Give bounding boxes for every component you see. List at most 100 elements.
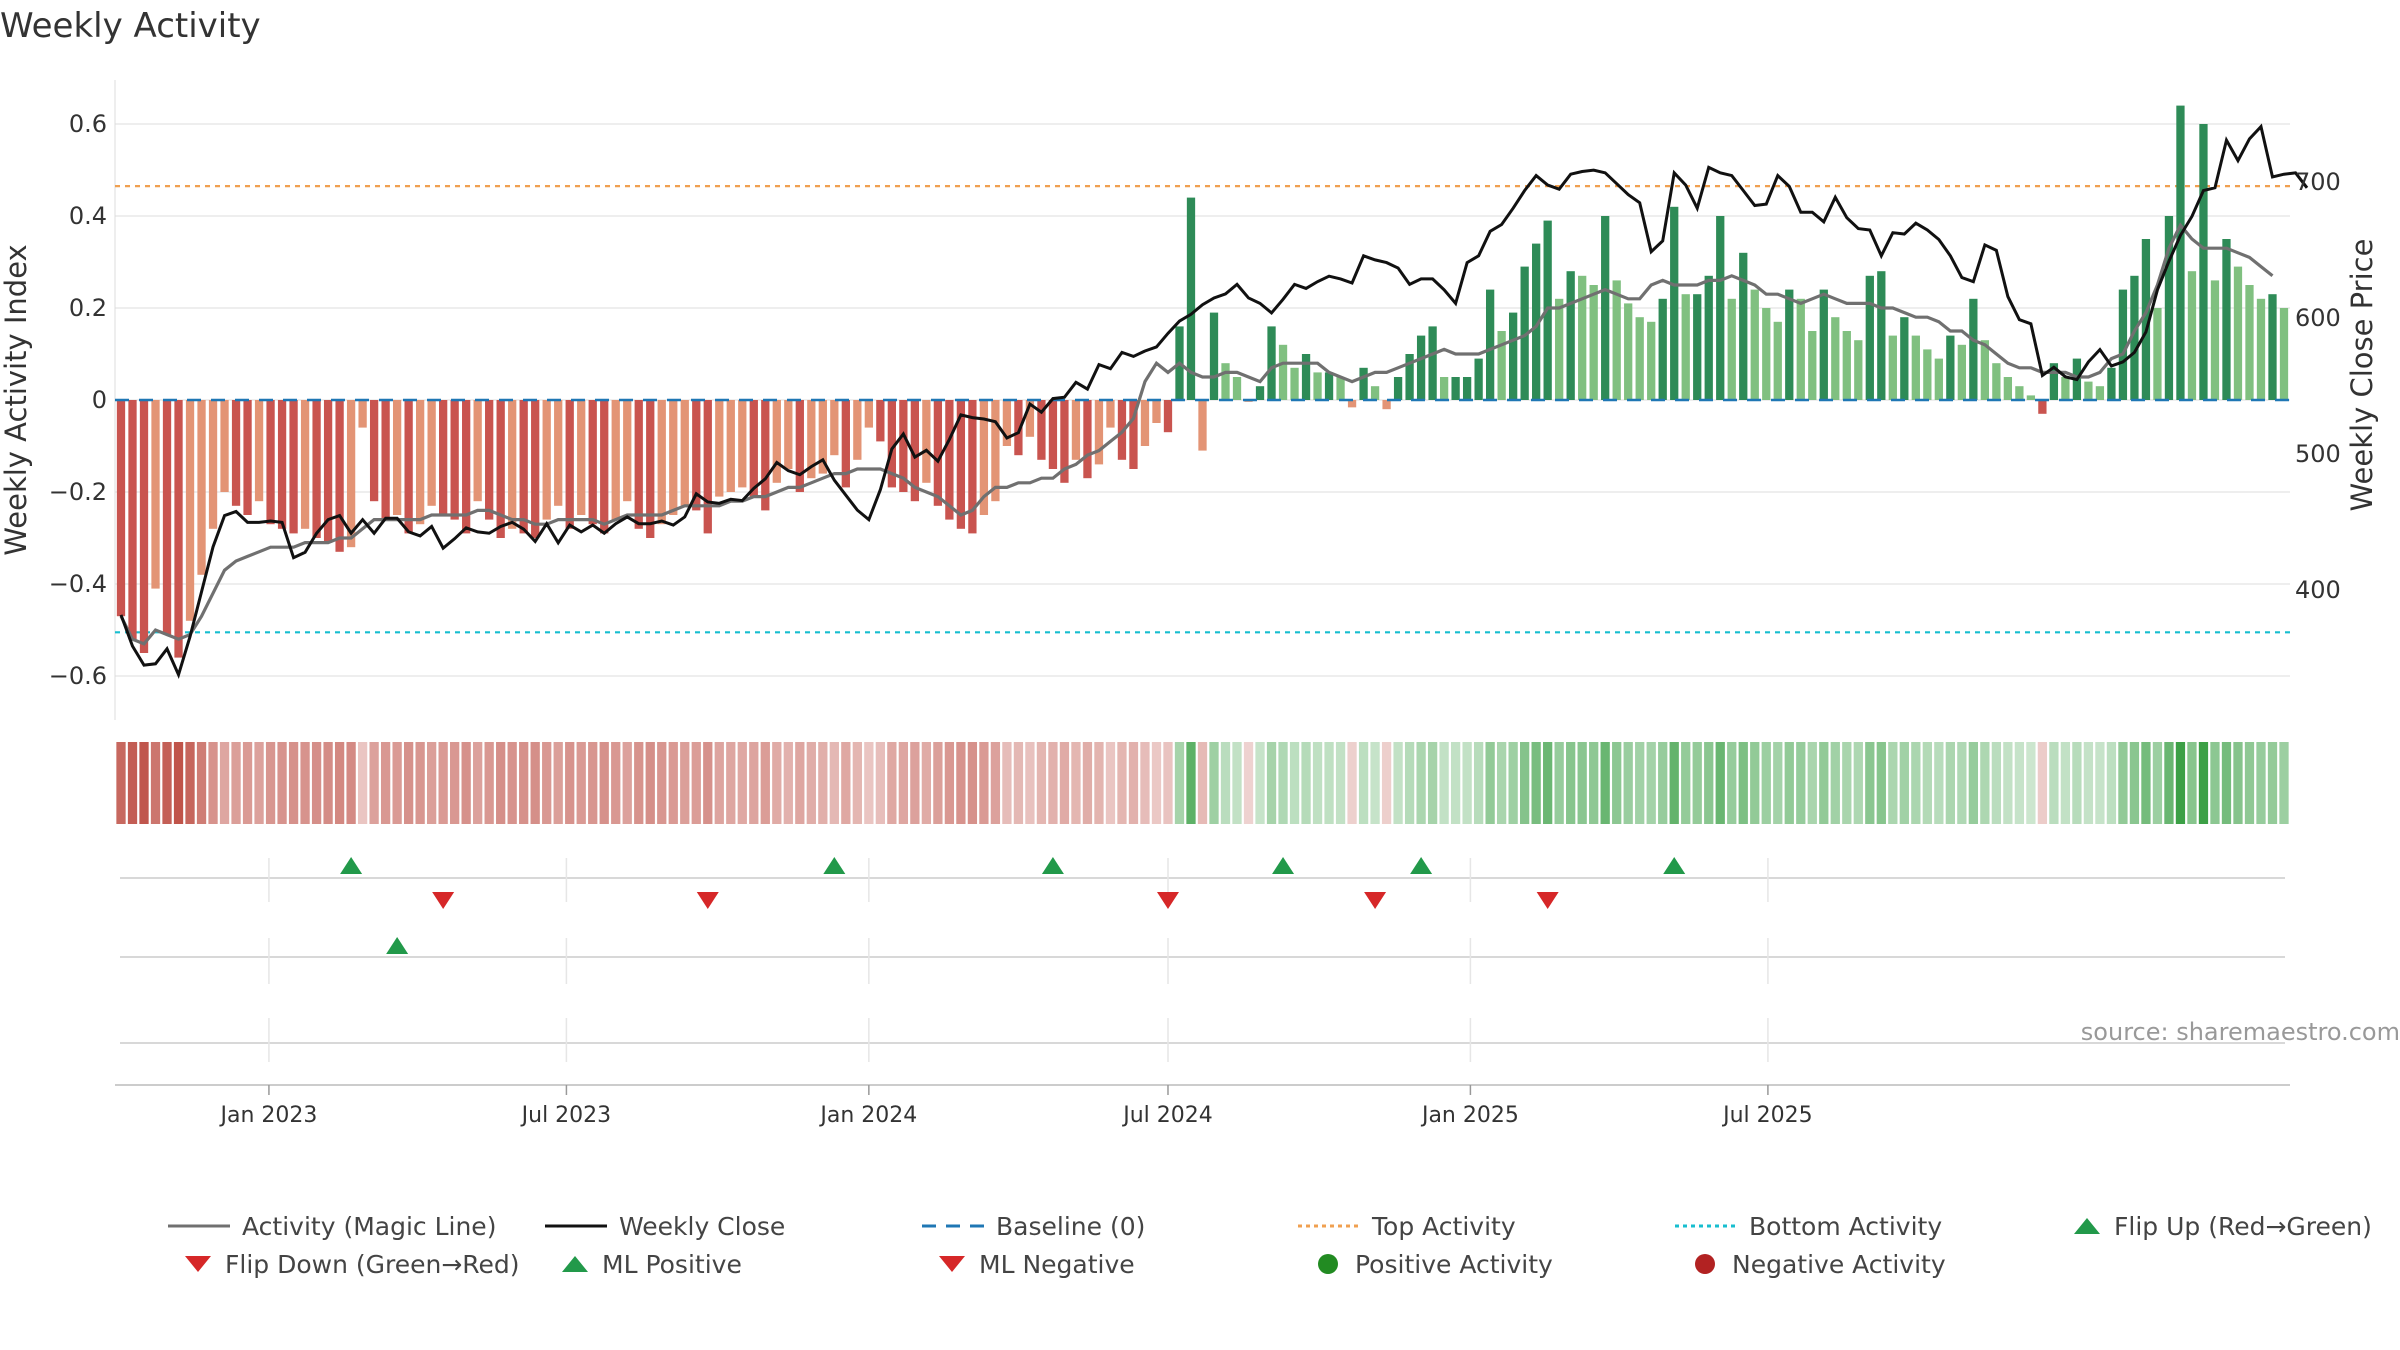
legend-label: Flip Down (Green→Red) — [225, 1249, 520, 1279]
activity-bar — [657, 400, 666, 525]
flip-up-marker — [823, 857, 846, 874]
activity-bar — [496, 400, 505, 538]
heat-cell — [1025, 742, 1035, 824]
heat-cell — [1266, 742, 1277, 824]
activity-bar — [1198, 400, 1207, 451]
activity-bar — [162, 400, 172, 635]
y-tick-label: −0.4 — [49, 570, 107, 598]
heat-cell — [311, 742, 322, 824]
activity-bar — [1451, 377, 1460, 400]
activity-bar — [1624, 303, 1633, 400]
legend-label: ML Negative — [979, 1249, 1135, 1279]
heat-cell — [772, 742, 782, 824]
heat-cell — [691, 742, 701, 824]
activity-bar — [991, 400, 1000, 502]
heat-cell — [1715, 742, 1725, 824]
activity-bar — [1416, 335, 1426, 400]
activity-bar — [1957, 344, 1966, 400]
heat-cell — [1496, 742, 1507, 824]
y-axis-title: Weekly Activity Index — [0, 244, 33, 555]
activity-bar — [1336, 377, 1345, 400]
activity-bar — [1324, 372, 1334, 400]
heat-cell — [714, 742, 724, 824]
activity-bar — [2268, 294, 2277, 400]
heat-cell — [760, 742, 770, 824]
activity-bar — [692, 400, 701, 511]
heat-cell — [887, 742, 897, 824]
heat-cell — [852, 742, 862, 824]
heat-cell — [1623, 742, 1633, 824]
heat-cell — [1945, 742, 1955, 824]
heat-cell — [1163, 742, 1173, 824]
legend-label: Positive Activity — [1355, 1249, 1553, 1279]
flip-up-marker — [1272, 857, 1295, 874]
heat-cell — [1508, 742, 1518, 824]
heat-cell — [944, 742, 955, 824]
activity-bar — [369, 400, 379, 502]
activity-bar — [2233, 266, 2243, 400]
legend-ml-positive: ML Positive — [560, 1246, 742, 1282]
heat-cell — [2175, 742, 2186, 824]
activity-bar — [1888, 335, 1897, 400]
heat-cell — [1289, 742, 1300, 824]
heat-cell — [2187, 742, 2197, 824]
activity-bar — [1635, 317, 1644, 400]
heat-cell — [392, 742, 402, 824]
activity-bar — [680, 400, 689, 506]
heat-cell — [910, 742, 920, 824]
activity-bar — [2026, 395, 2036, 400]
heat-cell — [288, 742, 299, 824]
activity-bar — [933, 400, 943, 506]
heat-cell — [599, 742, 609, 824]
activity-bar — [243, 400, 252, 515]
heat-cell — [1853, 742, 1863, 824]
heat-cell — [1842, 742, 1852, 824]
triangle-up-icon — [2074, 1218, 2100, 1234]
activity-bar — [2084, 381, 2093, 400]
activity-bar — [1923, 349, 1932, 400]
heat-cell — [1612, 742, 1622, 824]
heat-cell — [1370, 742, 1380, 824]
activity-bar — [738, 400, 747, 488]
y2-tick-label: 700 — [2295, 168, 2341, 196]
triangle-down-icon — [185, 1256, 211, 1272]
flip-down-marker — [432, 892, 455, 909]
heat-cell — [1140, 742, 1150, 824]
legend-label: ML Positive — [602, 1249, 742, 1279]
activity-bar — [577, 400, 586, 515]
heat-cell — [1059, 742, 1070, 824]
activity-bar — [1900, 317, 1909, 400]
activity-bar — [1359, 367, 1368, 400]
heat-cell — [2279, 742, 2289, 824]
heat-cell — [864, 742, 874, 824]
heat-cell — [1865, 742, 1875, 824]
heat-cell — [1243, 742, 1254, 824]
activity-bar — [1267, 326, 1276, 400]
activity-bar — [1002, 400, 1012, 446]
heat-cell — [1335, 742, 1346, 824]
activity-bar — [254, 400, 264, 502]
activity-bar — [1474, 358, 1483, 400]
heat-cell — [680, 742, 690, 824]
heat-cell — [1991, 742, 2002, 824]
heat-cell — [277, 742, 287, 824]
heat-cell — [576, 742, 586, 824]
legend-label: Weekly Close — [619, 1211, 786, 1241]
heat-cell — [2233, 742, 2243, 824]
activity-bar — [2210, 280, 2220, 400]
x-tick-label: Jan 2025 — [1420, 1103, 1519, 1128]
activity-bar — [830, 400, 839, 456]
heat-cell — [473, 742, 483, 824]
heat-cell — [2256, 742, 2266, 824]
activity-bar — [807, 400, 816, 479]
activity-bar — [749, 400, 758, 497]
heat-cell — [818, 742, 828, 824]
activity-bar — [715, 400, 724, 497]
activity-bar — [1083, 400, 1092, 479]
heat-cell — [1416, 742, 1426, 824]
heat-cell — [1082, 742, 1093, 824]
heat-cell — [1761, 742, 1771, 824]
y-tick-label: 0.6 — [69, 110, 107, 138]
heat-cell — [1439, 742, 1449, 824]
activity-bar — [1727, 298, 1736, 400]
